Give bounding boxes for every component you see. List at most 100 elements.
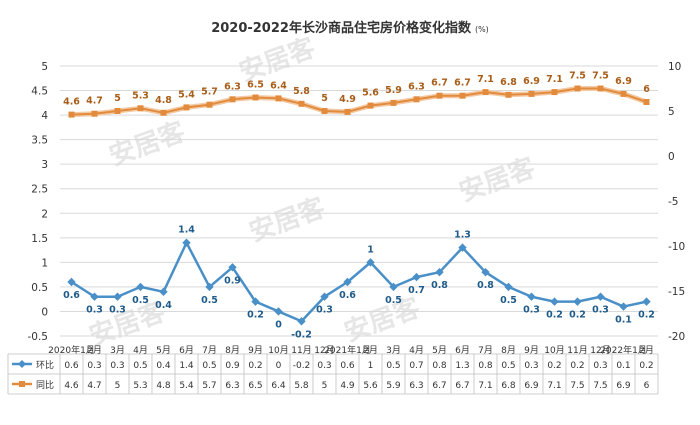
watermark-text: 安居客 bbox=[245, 192, 330, 248]
data-point bbox=[551, 89, 558, 96]
data-point bbox=[413, 96, 420, 103]
data-label: 7.1 bbox=[477, 74, 494, 85]
right-axis-tick: -20 bbox=[668, 331, 685, 343]
series-yoy: 4.6 4.7 5 5.3 4.8 5.4 5.7 6.3 6.5 6.4 5.8 5 4.9 5.6 5.… bbox=[63, 71, 650, 118]
x-axis-tick: 8月 bbox=[225, 345, 240, 356]
data-label: 6.8 bbox=[500, 77, 517, 88]
data-label: 6.9 bbox=[615, 76, 632, 87]
right-axis-tick: -5 bbox=[668, 196, 678, 208]
x-axis-tick: 10月 bbox=[544, 345, 564, 356]
table-cell: 5.4 bbox=[179, 381, 194, 391]
data-label: 0.5 bbox=[201, 295, 218, 306]
data-point bbox=[298, 100, 305, 107]
table-cell: 0.2 bbox=[570, 361, 584, 371]
data-label: 0.3 bbox=[86, 305, 103, 316]
table-cell: 7.1 bbox=[547, 381, 561, 391]
data-point bbox=[527, 292, 536, 301]
data-point bbox=[435, 267, 444, 277]
chart-title: 2020-2022年长沙商品住宅房价格变化指数 (%) bbox=[211, 20, 489, 36]
data-point bbox=[366, 258, 375, 267]
data-label: 0.5 bbox=[500, 295, 517, 306]
watermark-text: 安居客 bbox=[105, 116, 190, 172]
data-label: 7.5 bbox=[569, 71, 586, 82]
data-point bbox=[137, 105, 144, 112]
data-label: 7.5 bbox=[592, 71, 609, 82]
data-label: 5.4 bbox=[178, 89, 195, 100]
left-axis-tick: 2 bbox=[41, 208, 48, 220]
data-label: 5.7 bbox=[201, 87, 218, 98]
data-label: -0.2 bbox=[291, 329, 312, 340]
table-cell: 6.9 bbox=[524, 381, 539, 391]
table-cell: 0.7 bbox=[409, 361, 423, 371]
data-point bbox=[436, 92, 443, 99]
data-label: 5 bbox=[114, 93, 121, 104]
data-point bbox=[389, 282, 398, 292]
table-cell: 5.7 bbox=[202, 381, 216, 391]
data-point bbox=[206, 101, 213, 108]
data-point bbox=[505, 91, 512, 98]
table-cell: 7.5 bbox=[593, 381, 607, 391]
data-point bbox=[68, 111, 75, 118]
table-cell: 6.8 bbox=[501, 381, 516, 391]
table-cell: 6.3 bbox=[409, 381, 423, 391]
data-label: 4.7 bbox=[86, 96, 103, 107]
gridlines bbox=[60, 65, 658, 337]
data-point bbox=[320, 292, 329, 301]
table-cell: 5 bbox=[322, 381, 328, 391]
x-axis-tick: 2月 bbox=[363, 345, 378, 356]
x-axis-tick: 9月 bbox=[248, 345, 263, 356]
table-cell: 6.4 bbox=[271, 381, 286, 391]
table-cell: 0.3 bbox=[524, 361, 538, 371]
data-point bbox=[344, 108, 351, 115]
data-label: 1.4 bbox=[178, 225, 195, 236]
table-cell: 5.6 bbox=[363, 381, 378, 391]
data-label: 0.3 bbox=[592, 305, 609, 316]
data-label: 0.3 bbox=[316, 305, 333, 316]
data-label: 0.5 bbox=[385, 295, 402, 306]
table-cell: 0.6 bbox=[64, 361, 79, 371]
data-point bbox=[136, 282, 145, 292]
right-axis-tick: 5 bbox=[668, 106, 675, 118]
table-cell: 6 bbox=[644, 381, 650, 391]
data-label: 0.5 bbox=[132, 295, 149, 306]
data-label: 4.8 bbox=[155, 95, 172, 106]
table-cell: 5 bbox=[115, 381, 121, 391]
series-line bbox=[71, 87, 647, 116]
left-axis-tick: 0 bbox=[41, 306, 48, 318]
data-label: 5.3 bbox=[132, 90, 149, 101]
data-label: 6.9 bbox=[523, 76, 540, 87]
left-axis-tick: 1.5 bbox=[31, 233, 48, 245]
x-axis-tick: 4月 bbox=[409, 345, 424, 356]
data-label: 0.2 bbox=[638, 310, 655, 321]
chart-title-text: 2020-2022年长沙商品住宅房价格变化指数 bbox=[211, 20, 472, 36]
table-cell: 7.1 bbox=[478, 381, 492, 391]
legend-key-mom bbox=[12, 360, 32, 368]
left-axis-tick: 4 bbox=[41, 110, 48, 122]
data-label: 5.9 bbox=[385, 85, 402, 96]
data-label: 6.7 bbox=[431, 78, 448, 89]
table-cell: 0.8 bbox=[432, 361, 447, 371]
x-axis-tick: 10月 bbox=[268, 345, 288, 356]
x-axis-tick: 12月 bbox=[314, 345, 334, 356]
table-cell: 0 bbox=[276, 361, 282, 371]
table-cell: 0.4 bbox=[156, 361, 171, 371]
legend-label: 环比 bbox=[36, 359, 54, 371]
data-label: 0.2 bbox=[569, 310, 586, 321]
x-axis-tick: 6月 bbox=[455, 345, 470, 356]
left-axis-tick: 3.5 bbox=[31, 135, 48, 147]
data-point bbox=[321, 108, 328, 114]
table-cell: 0.5 bbox=[501, 361, 515, 371]
table-cell: 0.3 bbox=[87, 361, 101, 371]
table-cell: 4.7 bbox=[87, 381, 101, 391]
data-point bbox=[367, 102, 374, 109]
table-cell: 0.2 bbox=[639, 361, 653, 371]
data-label: 0.6 bbox=[63, 290, 80, 301]
table-cell: 0.3 bbox=[317, 361, 331, 371]
data-point bbox=[642, 297, 651, 306]
table-cell: 0.2 bbox=[547, 361, 561, 371]
x-axis-tick: 6月 bbox=[179, 345, 194, 356]
data-label: 0.3 bbox=[523, 305, 540, 316]
